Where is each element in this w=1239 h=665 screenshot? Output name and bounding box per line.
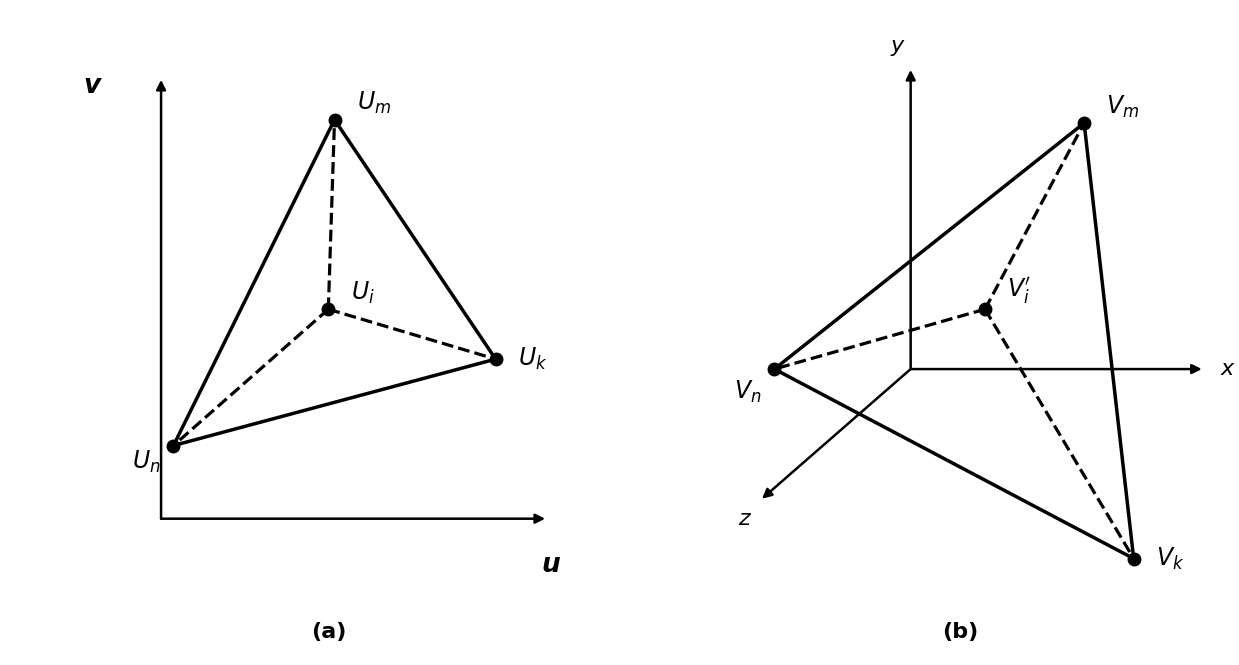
Text: $V_i'$: $V_i'$ <box>1007 275 1032 306</box>
Text: $\boldsymbol{v}$: $\boldsymbol{v}$ <box>83 73 103 100</box>
Text: $U_m$: $U_m$ <box>357 90 392 116</box>
Text: $V_n$: $V_n$ <box>735 379 762 405</box>
Text: $V_m$: $V_m$ <box>1106 94 1140 120</box>
Text: (a): (a) <box>311 622 346 642</box>
Text: $U_k$: $U_k$ <box>518 346 548 372</box>
Text: $U_i$: $U_i$ <box>351 280 374 306</box>
Text: $V_k$: $V_k$ <box>1156 545 1184 572</box>
Text: $U_n$: $U_n$ <box>133 449 161 475</box>
Text: $z$: $z$ <box>738 509 752 529</box>
Text: $\boldsymbol{u}$: $\boldsymbol{u}$ <box>541 552 561 579</box>
Text: $x$: $x$ <box>1220 359 1237 379</box>
Text: $y$: $y$ <box>891 38 906 58</box>
Text: (b): (b) <box>942 622 979 642</box>
